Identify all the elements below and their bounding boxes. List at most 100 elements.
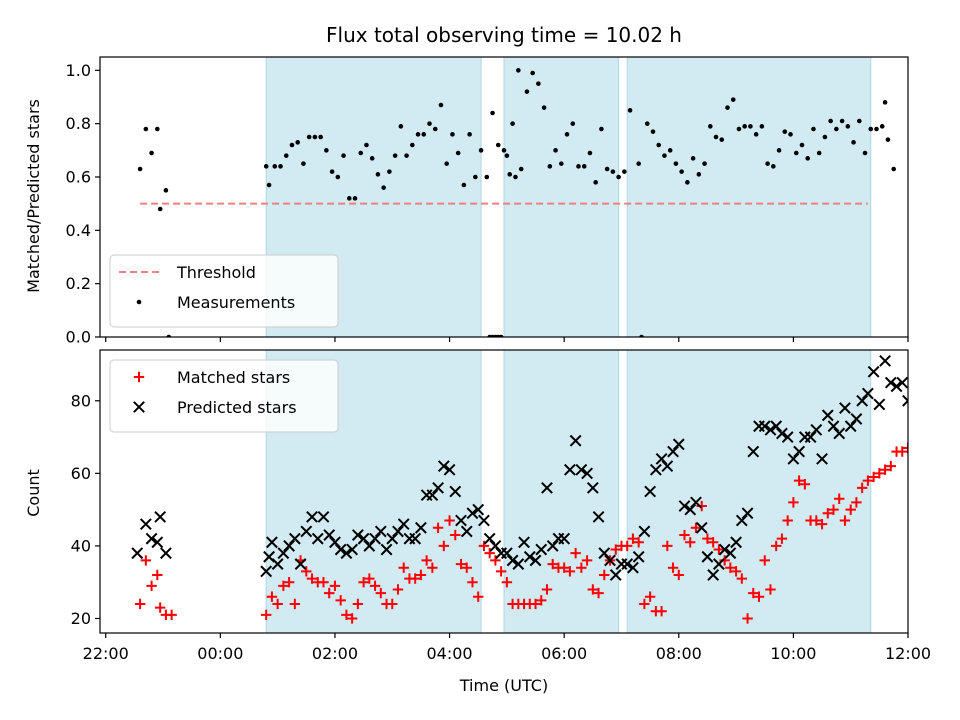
- predicted-star-point: [724, 547, 737, 560]
- measurement-point: [581, 164, 587, 169]
- predicted-star-point: [920, 537, 930, 547]
- measurement-point: [805, 156, 811, 161]
- predicted-star-point: [145, 532, 158, 545]
- legend-measurements-swatch: [136, 299, 142, 305]
- matched-star-point: [427, 562, 438, 573]
- matched-star-point: [788, 497, 799, 508]
- predicted-star-point: [386, 532, 399, 545]
- measurement-point: [398, 124, 404, 129]
- predicted-star-point: [409, 532, 422, 545]
- matched-star-point: [856, 482, 868, 494]
- predicted-star-point: [598, 547, 611, 560]
- measurement-point: [404, 153, 409, 158]
- predicted-star-point: [266, 536, 278, 549]
- predicted-star-point: [833, 427, 846, 440]
- y-tick-label: 20: [71, 609, 91, 628]
- measurement-point: [455, 150, 461, 156]
- measurement-point: [656, 142, 662, 148]
- matched-star-point: [154, 602, 166, 613]
- measurement-point: [788, 132, 793, 137]
- measurement-point: [444, 161, 449, 166]
- matched-star-point: [478, 540, 490, 552]
- predicted-star-point: [443, 463, 456, 476]
- predicted-star-point: [277, 547, 290, 560]
- predicted-star-point: [627, 561, 639, 574]
- matched-star-point: [146, 580, 157, 592]
- predicted-star-point: [397, 518, 410, 531]
- y-tick-label: 0.8: [66, 114, 91, 133]
- x-tick-label: 02:00: [312, 644, 358, 663]
- matched-star-point: [283, 577, 295, 588]
- predicted-star-point: [672, 438, 685, 451]
- measurement-point: [891, 166, 896, 172]
- matched-star-point: [627, 533, 639, 544]
- matched-star-point: [742, 613, 753, 624]
- measurement-point: [346, 196, 352, 201]
- predicted-star-point: [340, 547, 353, 560]
- matched-star-point: [341, 609, 352, 621]
- predicted-star-point: [730, 536, 742, 549]
- matched-star-point: [759, 555, 770, 566]
- measurement-point: [845, 124, 851, 129]
- predicted-star-point: [735, 514, 748, 527]
- measurement-point: [862, 150, 868, 156]
- matched-star-point: [753, 591, 765, 602]
- top-panel-ratio: 0.0 0.2 0.4 0.6 0.8 1.0 Threshold Measurements: [66, 56, 909, 347]
- measurement-point: [622, 169, 627, 174]
- matched-star-point: [558, 562, 570, 573]
- predicted-star-point: [374, 525, 387, 538]
- measurement-point: [272, 164, 278, 169]
- measurement-point: [283, 153, 289, 158]
- predicted-star-point: [764, 423, 777, 436]
- measurement-point: [730, 97, 736, 102]
- predicted-star-point: [541, 481, 553, 494]
- matched-star-point: [782, 515, 793, 526]
- predicted-star-point: [260, 565, 273, 578]
- matched-star-point: [816, 518, 828, 530]
- matched-star-point: [409, 573, 421, 584]
- matched-star-point: [690, 522, 702, 533]
- legend-label: Predicted stars: [177, 398, 297, 417]
- matched-star-point: [920, 592, 930, 602]
- predicted-star-point: [131, 547, 144, 560]
- legend: Threshold Measurements: [109, 254, 339, 328]
- measurement-point: [318, 134, 323, 140]
- measurement-point: [816, 150, 822, 156]
- measurement-point: [576, 164, 581, 169]
- predicted-star-point: [558, 532, 571, 545]
- predicted-star-point: [638, 525, 651, 538]
- measurement-point: [765, 161, 770, 166]
- y-tick-label: 0.0: [66, 328, 91, 347]
- measurement-point: [427, 121, 432, 126]
- matched-star-point: [461, 562, 472, 573]
- predicted-star-point: [546, 540, 559, 552]
- matched-star-point: [730, 566, 742, 577]
- measurement-point: [504, 153, 510, 158]
- matched-star-point: [134, 598, 146, 610]
- predicted-star-point: [879, 354, 891, 367]
- bottom-panel-counts: 20 40 60 80 22:00 00:00 02:00 04:00 06:00 08:00 10…: [71, 349, 931, 663]
- x-tick-label: 04:00: [427, 644, 473, 663]
- y-tick-label: 1.0: [66, 61, 91, 80]
- matched-star-point: [278, 580, 289, 592]
- legend-label: Matched stars: [177, 368, 290, 387]
- y-tick-label: 60: [71, 464, 91, 483]
- measurement-point: [782, 129, 788, 134]
- measurement-point: [547, 164, 553, 169]
- measurement-point: [335, 174, 341, 180]
- matched-star-point: [644, 591, 656, 602]
- measurement-point: [329, 169, 335, 174]
- y-tick-label: 0.4: [66, 221, 91, 240]
- matched-star-point: [845, 504, 856, 515]
- observing-window-band: [626, 57, 872, 337]
- measurement-point: [599, 126, 604, 132]
- measurement-point: [748, 124, 753, 129]
- predicted-star-point: [346, 543, 359, 556]
- measurement-point: [530, 70, 535, 76]
- predicted-star-point: [380, 543, 393, 556]
- measurement-point: [856, 118, 862, 124]
- predicted-star-point: [816, 452, 828, 465]
- predicted-star-point: [827, 420, 840, 433]
- y-tick-label: 80: [71, 391, 91, 410]
- measurement-point: [306, 134, 312, 140]
